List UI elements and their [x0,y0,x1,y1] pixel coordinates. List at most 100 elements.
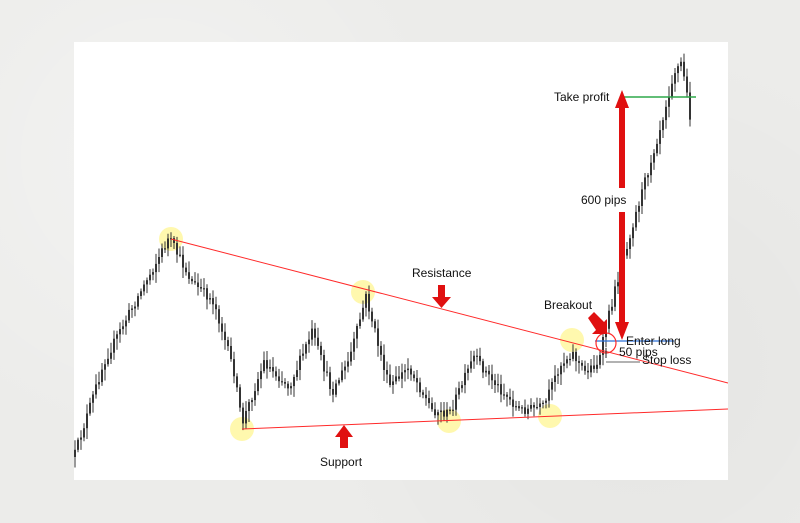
candle-body [515,406,517,408]
candle-body [293,377,295,387]
candle-body [299,355,301,370]
candle-body [392,381,394,385]
candle-body [77,439,79,450]
candle-body [365,293,367,308]
candle-body [101,369,103,383]
candle-body [419,382,421,393]
candle-body [254,391,256,401]
candle-body [302,353,304,356]
candle-body [404,370,406,373]
candle-body [530,405,532,409]
candle-body [461,385,463,389]
candle-body [428,398,430,404]
candle-body [266,360,268,369]
candle-body [482,361,484,373]
candle-body [431,403,433,410]
candle-body [512,399,514,407]
candle-body [635,211,637,228]
candle-body [371,311,373,322]
candle-body [560,365,562,375]
candle-body [125,320,127,327]
candle-body [614,286,616,307]
candle-body [230,346,232,360]
breakout-arrow [588,312,607,334]
candle-body [494,380,496,385]
candle-body [626,249,628,256]
candle-body [539,403,541,407]
candle-body [665,106,667,121]
candle-body [536,407,538,409]
candle-body [167,238,169,249]
price-chart: Resistance Support Breakout Enter long S… [74,53,728,469]
candle-body [236,376,238,388]
candle-body [128,309,130,321]
candle-body [557,374,559,376]
candle-body [473,355,475,362]
candle-body [275,371,277,377]
candle-body [245,411,247,424]
candle-body [344,366,346,371]
candle-body [689,92,691,120]
candle-body [320,345,322,355]
candle-body [215,304,217,310]
candle-body [92,394,94,403]
candle-body [407,368,409,371]
candle-body [488,370,490,375]
candle-body [347,361,349,367]
candle-body [218,309,220,324]
candle-body [179,254,181,256]
candle-body [464,372,466,386]
candle-body [398,376,400,379]
candle-body [95,384,97,395]
candle-body [590,365,592,373]
candle-body [377,328,379,346]
candle-body [542,402,544,404]
candle-body [581,362,583,366]
candle-body [224,331,226,340]
candle-body [509,396,511,400]
candle-body [155,263,157,273]
candle-body [260,371,262,380]
candle-body [632,227,634,239]
candle-body [584,365,586,371]
candle-body [422,392,424,395]
candle-body [338,380,340,384]
candle-body [656,143,658,154]
candle-body [323,355,325,372]
candle-body [374,321,376,329]
candle-body [290,386,292,389]
candle-body [89,402,91,414]
arrow-head-down [615,322,629,340]
candle-body [674,73,676,84]
candle-body [137,296,139,307]
candle-body [578,361,580,363]
candle-body [284,382,286,384]
candle-body [131,308,133,310]
candle-body [86,413,88,429]
candle-body [548,389,550,401]
candle-body [551,382,553,390]
resistance-trendline [170,238,728,384]
candle-body [686,76,688,93]
candle-body [527,408,529,414]
candle-body [599,354,601,365]
candle-body [281,381,283,383]
candle-body [575,351,577,362]
candle-body [191,278,193,282]
candle-body [416,378,418,383]
candle-body [272,367,274,372]
candle-body [566,359,568,364]
candle-body [479,355,481,362]
candle-body [305,344,307,354]
candle-body [248,402,250,411]
candle-body [389,374,391,385]
candle-body [533,405,535,408]
candle-body [278,376,280,382]
pivot-highlight [351,280,375,304]
candle-body [308,339,310,345]
stop-distance-label: 50 pips [619,345,658,359]
candle-body [617,282,619,287]
arrow-shaft [619,106,625,188]
candle-body [251,400,253,403]
candle-body [410,368,412,375]
